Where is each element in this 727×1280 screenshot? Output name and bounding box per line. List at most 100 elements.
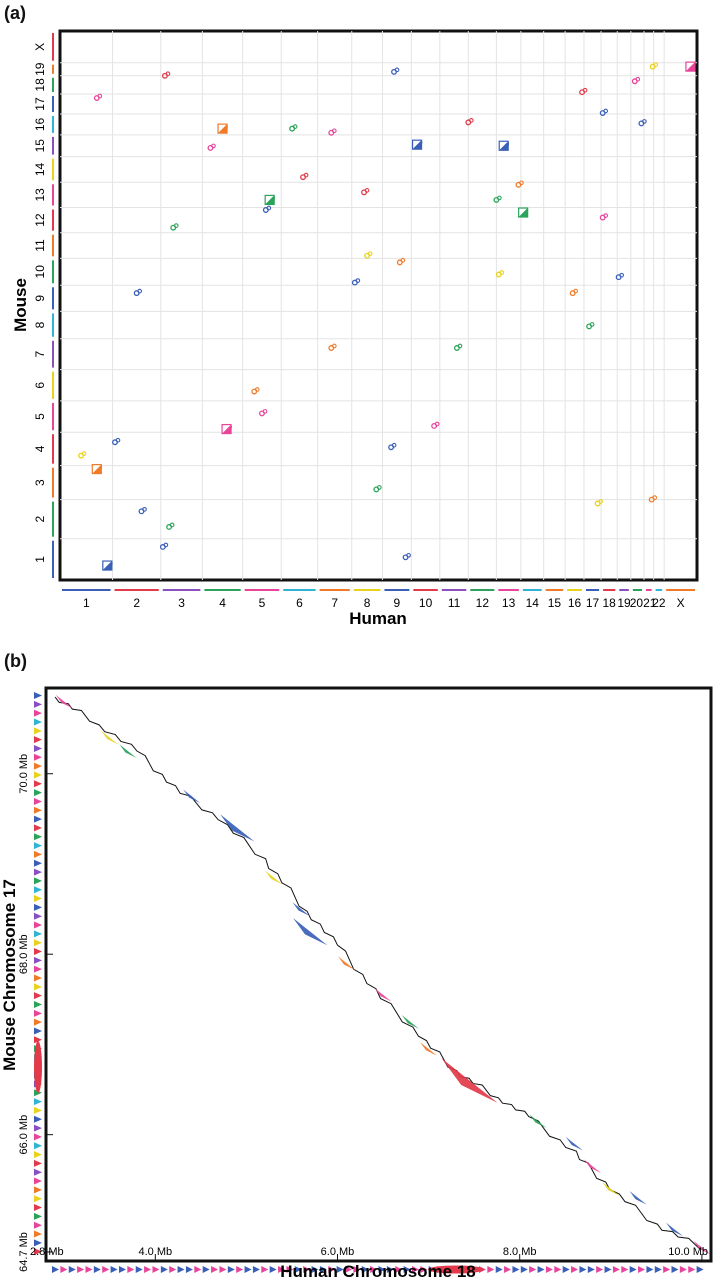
- mouse-gene-arrow: [34, 815, 42, 823]
- mouse-gene-arrow: [34, 797, 42, 805]
- mouse-gene-arrow: [34, 771, 42, 779]
- human-gene-arrow: [562, 1266, 570, 1273]
- feature-arrow: [583, 1159, 602, 1174]
- mouse-gene-arrow: [34, 1212, 42, 1220]
- mouse-chromosome-label: 1: [33, 556, 47, 563]
- human-gene-arrow: [378, 1266, 386, 1273]
- synteny-block-fill: [412, 140, 422, 150]
- synteny-dot: [173, 223, 179, 228]
- synteny-dot: [169, 522, 175, 528]
- mouse-gene-arrow: [34, 1186, 42, 1194]
- synteny-dot: [400, 258, 406, 263]
- human-gene-arrow: [110, 1266, 118, 1273]
- y-tick-label: 64.7 Mb: [18, 1232, 30, 1272]
- mouse-gene-arrow: [34, 700, 42, 708]
- mouse-chromosome-label: 15: [33, 139, 47, 153]
- panel-b-frame: [44, 686, 713, 1263]
- human-gene-arrow: [286, 1266, 294, 1273]
- human-gene-arrow: [294, 1266, 302, 1273]
- feature-arrow: [629, 1191, 647, 1205]
- x-tick-label: 2.8 Mb: [30, 1246, 64, 1258]
- human-gene-arrow: [420, 1266, 428, 1273]
- mouse-gene-arrow: [34, 877, 42, 885]
- human-gene-arrow: [135, 1266, 143, 1273]
- feature-arrow: [602, 1181, 620, 1196]
- human-gene-arrow: [160, 1266, 168, 1273]
- mouse-gene-arrow: [34, 1204, 42, 1212]
- synteny-dot: [603, 108, 609, 114]
- human-chromosome-label: 15: [548, 596, 562, 610]
- synteny-dot: [266, 205, 272, 211]
- synteny-dot: [211, 143, 216, 149]
- mouse-chromosome-label: 12: [33, 213, 47, 227]
- mouse-gene-arrow: [34, 1195, 42, 1203]
- mouse-gene-arrow: [34, 806, 42, 814]
- human-chromosome-label: 1: [83, 596, 90, 610]
- synteny-block-fill: [222, 424, 232, 434]
- synteny-block-fill: [218, 124, 228, 134]
- synteny-dot: [364, 188, 370, 193]
- mouse-gene-arrow: [34, 1124, 42, 1132]
- human-gene-arrow: [571, 1266, 579, 1273]
- feature-arrow: [665, 1222, 684, 1237]
- mouse-chromosome-label: 4: [33, 445, 47, 452]
- human-gene-arrow: [361, 1266, 369, 1273]
- human-gene-arrow: [328, 1266, 336, 1273]
- mouse-gene-arrow: [34, 921, 42, 929]
- human-chromosome-label: 2: [133, 596, 140, 610]
- human-gene-arrow: [688, 1266, 696, 1273]
- synteny-dot: [468, 118, 474, 123]
- synteny-dot: [642, 119, 647, 124]
- human-gene-arrow: [269, 1266, 277, 1273]
- synteny-dot: [97, 93, 103, 99]
- synteny-dot: [367, 251, 373, 257]
- mouse-gene-arrow: [34, 983, 42, 991]
- synteny-dot: [582, 87, 588, 93]
- human-gene-arrow: [495, 1266, 503, 1273]
- human-gene-arrow: [621, 1266, 629, 1273]
- panel-a-label: (a): [4, 3, 26, 23]
- human-chromosome-label: 9: [394, 596, 401, 610]
- human-gene-arrow: [353, 1266, 361, 1273]
- human-gene-arrow: [587, 1266, 595, 1273]
- mouse-gene-arrow: [34, 930, 42, 938]
- human-chromosome-label: 13: [502, 596, 516, 610]
- human-gene-arrow: [596, 1266, 604, 1273]
- human-gene-arrow: [638, 1266, 646, 1273]
- human-chromosome-label: 7: [331, 596, 338, 610]
- human-gene-arrow: [579, 1266, 587, 1273]
- mouse-gene-arrow: [34, 868, 42, 876]
- mouse-gene-arrow: [34, 1177, 42, 1185]
- human-gene-arrow: [118, 1266, 126, 1273]
- mouse-gene-arrow: [34, 1151, 42, 1159]
- synteny-dot: [142, 506, 147, 512]
- human-gene-arrow: [185, 1266, 193, 1273]
- mouse-chromosome-label: 14: [33, 162, 47, 176]
- human-gene-arrow: [68, 1266, 76, 1273]
- mouse-gene-arrow: [34, 709, 42, 717]
- human-gene-arrow: [345, 1266, 353, 1273]
- panel-b-dotplot: 64.7 Mb 66.0 Mb 68.0 Mb 70.0 Mb 2.8 Mb 4.0 M…: [0, 686, 713, 1280]
- human-gene-arrow: [311, 1266, 319, 1273]
- synteny-dot: [81, 451, 87, 456]
- human-gene-arrow: [403, 1266, 411, 1273]
- human-chromosome-label: 18: [602, 596, 616, 610]
- mouse-gene-arrow: [34, 1221, 42, 1229]
- human-gene-arrow: [654, 1266, 662, 1273]
- human-chromosome-label: 8: [364, 596, 371, 610]
- mouse-chromosome-label: 8: [33, 321, 47, 328]
- mouse-gene-arrow: [34, 1036, 42, 1044]
- mouse-chromosome-label: 17: [33, 97, 47, 111]
- mouse-gene-arrow: [34, 948, 42, 956]
- mouse-gene-arrow: [34, 1133, 42, 1141]
- human-gene-arrow: [537, 1266, 545, 1273]
- human-gene-arrow: [177, 1266, 185, 1273]
- human-gene-arrow: [604, 1266, 612, 1273]
- human-gene-arrow: [278, 1266, 286, 1273]
- synteny-dot: [331, 343, 337, 349]
- human-gene-arrow: [152, 1266, 160, 1273]
- mouse-gene-arrow: [34, 1000, 42, 1008]
- human-gene-arrow: [696, 1266, 704, 1273]
- mouse-chromosome-label: 9: [33, 295, 47, 302]
- y-tick-label: 66.0 Mb: [18, 1115, 30, 1155]
